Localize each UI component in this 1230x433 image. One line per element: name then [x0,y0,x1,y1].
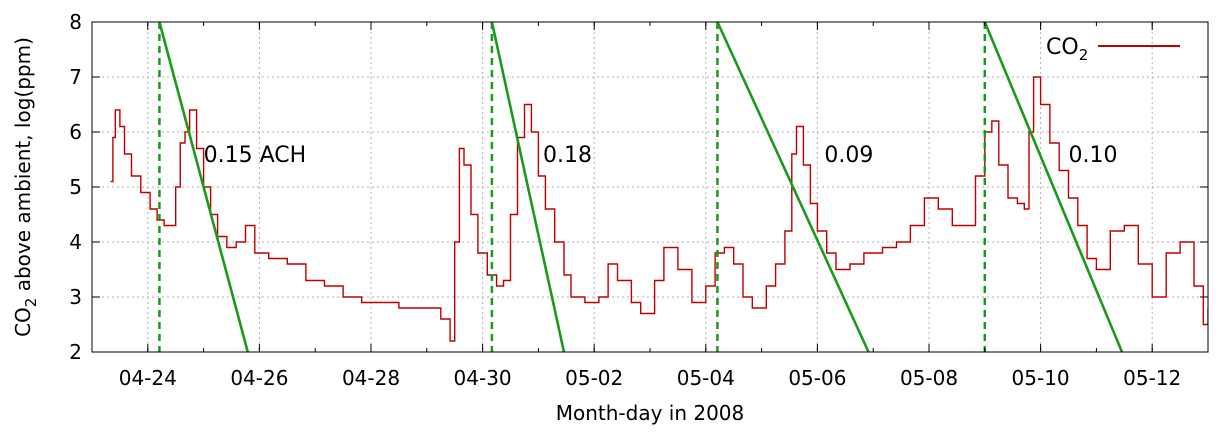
decay-fit-label-4: 0.10 [1069,143,1118,168]
x-tick-label: 05-10 [1012,366,1070,390]
x-axis-label: Month-day in 2008 [556,401,745,425]
x-tick-label: 05-06 [788,366,846,390]
x-tick-label: 04-30 [454,366,512,390]
x-tick-label: 04-28 [342,366,400,390]
y-tick-label: 8 [69,10,82,34]
decay-fit-line-2 [490,22,566,352]
decay-fit-label-2: 0.18 [543,143,592,168]
tick-labels: 2 3 4 5 6 7 8 04-24 04-26 04-28 04-30 05-02 05-04 05-… [69,10,1181,390]
legend-label-main: CO [1046,35,1079,60]
y-axis-label-sub: 2 [22,298,40,308]
x-tick-label: 05-08 [900,366,958,390]
y-tick-label: 5 [69,175,82,199]
y-axis-label: CO2 above ambient, log(ppm) [11,37,40,337]
legend-label: CO2 [1046,35,1088,64]
x-tick-label: 05-12 [1123,366,1181,390]
y-tick-label: 4 [69,230,82,254]
y-tick-label: 6 [69,120,82,144]
decay-fit-line-1 [158,22,250,352]
decay-fit-line-4 [983,22,1124,352]
legend-label-sub: 2 [1079,46,1089,64]
y-axis-label-rest: above ambient, log(ppm) [11,37,35,298]
x-tick-label: 05-04 [677,366,735,390]
y-tick-label: 2 [69,340,82,364]
grid-lines [92,22,1208,352]
y-tick-label: 3 [69,285,82,309]
axes [91,21,1209,353]
decay-fit-label-3: 0.09 [824,143,873,168]
y-axis-label-main: CO [11,307,35,337]
decay-fit-line-3 [716,22,870,352]
series-line-co2 [110,76,1208,342]
x-tick-label: 05-02 [565,366,623,390]
annotations: 0.15 ACH 0.18 0.09 0.10 [204,143,1118,168]
plot-frame [91,21,1209,353]
x-tick-label: 04-26 [230,366,288,390]
y-tick-label: 7 [69,65,82,89]
decay-fit-label-1: 0.15 ACH [204,143,307,168]
legend: CO2 [1046,35,1180,64]
x-tick-label: 04-24 [119,366,177,390]
plot-area [110,22,1208,352]
